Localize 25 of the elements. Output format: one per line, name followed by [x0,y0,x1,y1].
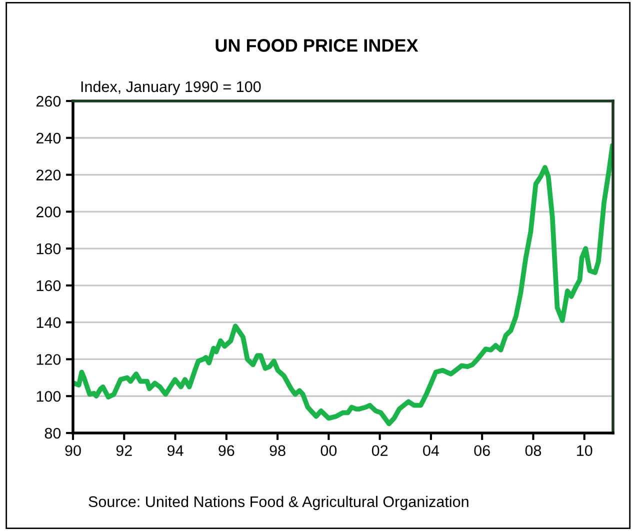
x-tick-label: 06 [474,445,490,456]
y-axis-title: Index, January 1990 = 100 [81,80,261,96]
source-note: Source: United Nations Food & Agricultural Organization [88,496,468,510]
y-tick-label: 160 [36,280,61,292]
x-tick-label: 96 [218,445,234,456]
y-tick-label: 240 [36,132,61,144]
y-tick-label: 120 [36,354,61,365]
y-tick-label: 80 [44,428,61,439]
y-tick-label: 180 [36,243,61,254]
y-tick-label: 100 [36,390,61,402]
line-series [73,142,613,426]
x-tick-label: 00 [320,445,337,456]
x-tick-label: 08 [525,445,542,456]
y-tick-label: 260 [36,96,61,107]
x-tick-label: 94 [167,445,184,456]
y-tick-label: 140 [36,317,61,328]
x-tick-label: 90 [65,445,81,456]
chart-title: UN FOOD PRICE INDEX [216,39,418,52]
x-tick-label: 04 [423,445,440,456]
x-tick-label: 92 [116,445,132,456]
y-tick-label: 220 [36,170,61,180]
x-tick-label: 10 [577,445,592,456]
y-tick-label: 200 [36,206,61,218]
x-tick-label: 98 [270,445,286,456]
x-tick-label: 02 [372,445,388,456]
